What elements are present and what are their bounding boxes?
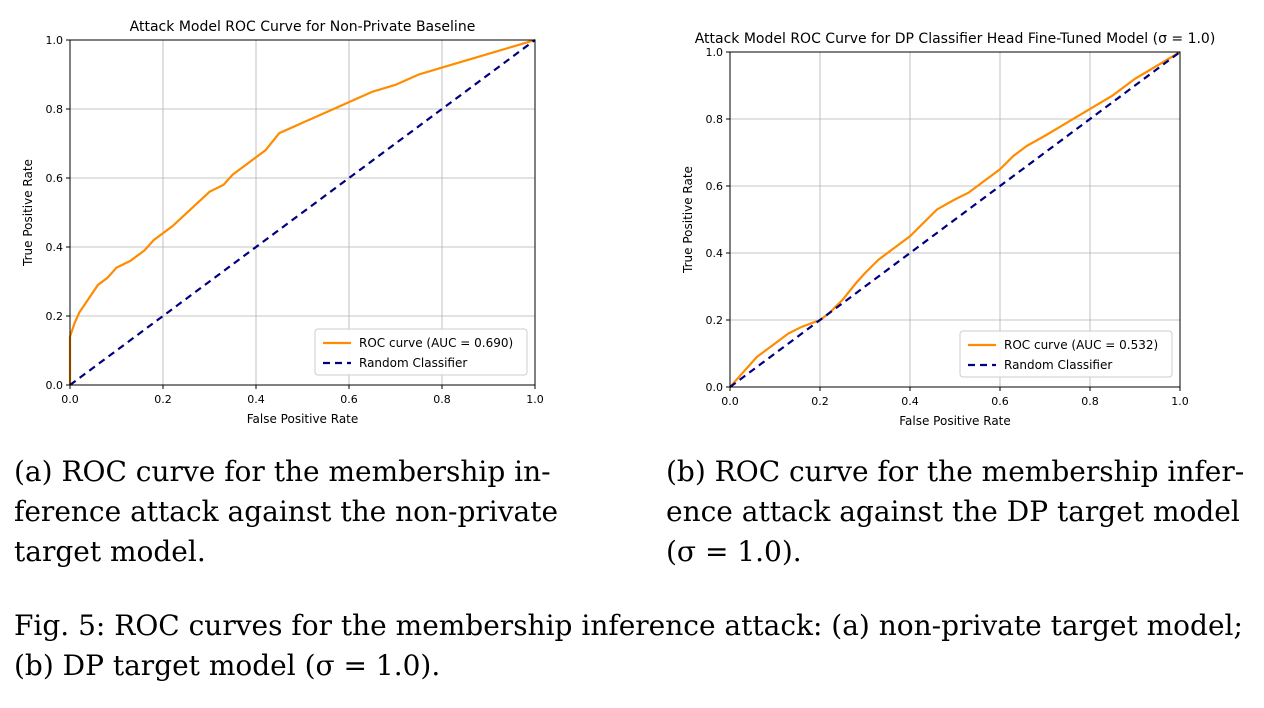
y-tick-label: 0.8 xyxy=(706,113,724,126)
chart-title: Attack Model ROC Curve for DP Classifier… xyxy=(695,31,1216,47)
y-tick-label: 0.2 xyxy=(46,310,64,323)
caption-b: (b) ROC curve for the membership infer-e… xyxy=(666,455,1245,568)
legend-box xyxy=(959,330,1173,378)
x-tick-label: 0.8 xyxy=(433,393,451,406)
figure-caption: Fig. 5: ROC curves for the membership in… xyxy=(14,609,1243,682)
x-tick-label: 0.0 xyxy=(721,395,739,408)
x-tick-label: 0.2 xyxy=(154,393,172,406)
x-tick-label: 0.6 xyxy=(991,395,1009,408)
legend-box xyxy=(314,328,528,376)
caption-a: (a) ROC curve for the membership in-fere… xyxy=(14,455,559,568)
x-axis-label: False Positive Rate xyxy=(247,412,359,426)
y-axis-label: True Positive Rate xyxy=(681,166,695,274)
legend-label: ROC curve (AUC = 0.690) xyxy=(359,336,513,350)
y-tick-label: 1.0 xyxy=(46,34,64,47)
y-axis-label: True Positive Rate xyxy=(21,159,35,267)
roc-curve-line xyxy=(68,38,536,385)
x-tick-label: 0.8 xyxy=(1081,395,1099,408)
x-tick-label: 0.6 xyxy=(340,393,358,406)
x-tick-label: 0.2 xyxy=(811,395,829,408)
legend-label: Random Classifier xyxy=(1004,358,1112,372)
y-tick-label: 0.2 xyxy=(706,314,724,327)
x-tick-label: 0.4 xyxy=(901,395,919,408)
legend-label: ROC curve (AUC = 0.532) xyxy=(1004,338,1158,352)
roc-chart-dp: 0.0 0.2 0.4 0.6 0.8 1.00.00.20.40.60.81.0Atta… xyxy=(681,31,1216,428)
chart-title: Attack Model ROC Curve for Non-Private B… xyxy=(130,19,476,35)
y-tick-label: 0.4 xyxy=(706,247,724,260)
y-tick-label: 0.8 xyxy=(46,103,64,116)
random-classifier-line xyxy=(729,51,1181,388)
x-tick-label: 1.0 xyxy=(526,393,544,406)
y-tick-label: 0.0 xyxy=(706,381,724,394)
roc-curve-line xyxy=(729,51,1181,388)
plot-frame xyxy=(729,51,1181,388)
random-classifier-line xyxy=(69,39,536,386)
y-tick-label: 0.6 xyxy=(706,180,724,193)
x-tick-label: 0.4 xyxy=(247,393,265,406)
y-tick-label: 0.0 xyxy=(46,379,64,392)
roc-chart-non-private: 0.0 0.2 0.4 0.6 0.8 1.0 0.0 0.2 0.4 0.6 0.8 1.0 Atta… xyxy=(21,19,544,426)
x-tick-label: 1.0 xyxy=(1171,395,1189,408)
y-tick-label: 0.4 xyxy=(46,241,64,254)
plot-frame xyxy=(69,39,536,386)
legend-label: Random Classifier xyxy=(359,356,467,370)
x-axis-label: False Positive Rate xyxy=(899,414,1011,428)
y-tick-label: 1.0 xyxy=(706,46,724,59)
y-tick-label: 0.6 xyxy=(46,172,64,185)
x-tick-label: 0.0 xyxy=(61,393,79,406)
